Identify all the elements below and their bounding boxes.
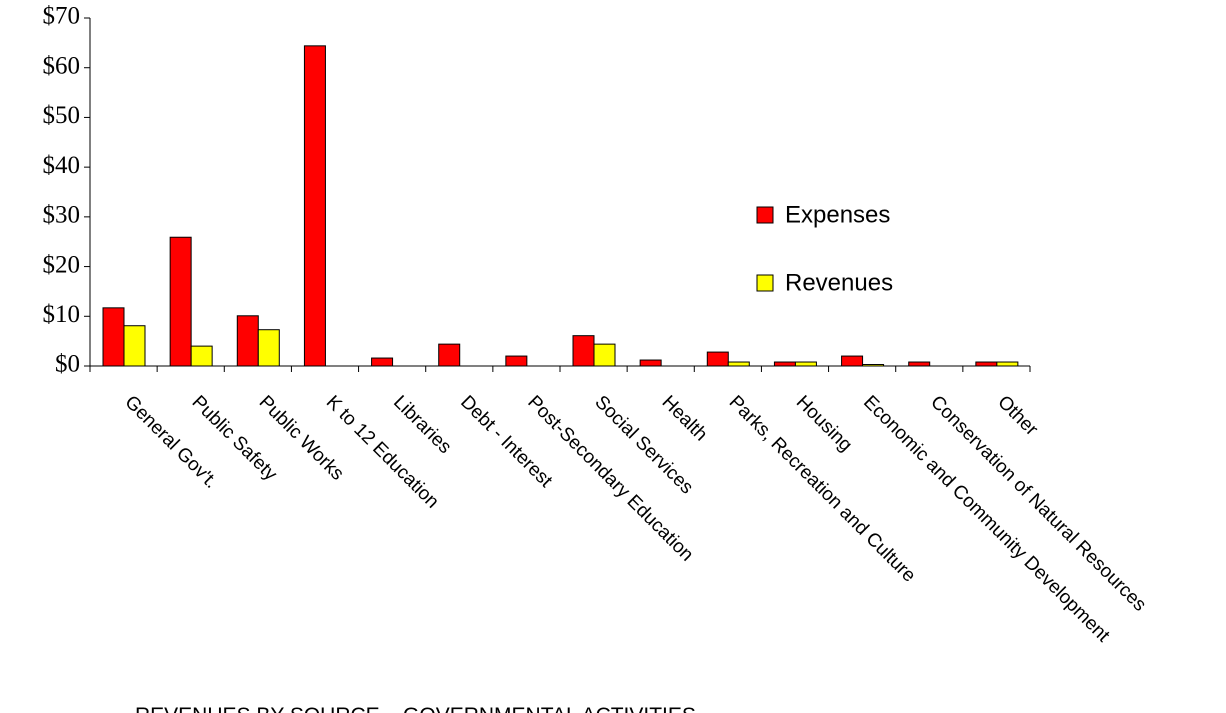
bar xyxy=(841,355,864,367)
x-tick-label: Economic and Community Development xyxy=(859,392,1114,647)
y-tick-label: $30 xyxy=(43,202,81,229)
legend-label: Expenses xyxy=(785,201,890,228)
x-tick-label: Libraries xyxy=(389,392,455,458)
x-tick-label: Housing xyxy=(792,392,856,456)
bar xyxy=(862,364,885,367)
legend-swatch xyxy=(756,274,774,292)
bar xyxy=(505,355,528,367)
bar xyxy=(303,45,326,367)
bar xyxy=(102,307,125,367)
bar xyxy=(236,315,259,367)
bar xyxy=(190,345,213,367)
x-tick-label: K to 12 Education xyxy=(322,392,443,513)
y-tick-label: $50 xyxy=(43,102,81,129)
bar xyxy=(257,329,280,367)
y-tick-label: $40 xyxy=(43,152,81,179)
bar xyxy=(727,361,750,367)
bar xyxy=(975,361,998,367)
y-tick-label: $20 xyxy=(43,251,81,278)
legend-swatch xyxy=(756,206,774,224)
x-tick-label: Health xyxy=(658,392,712,446)
bar xyxy=(908,361,931,367)
bar xyxy=(639,359,662,367)
bar xyxy=(438,343,461,367)
bar xyxy=(572,335,595,367)
bar xyxy=(371,357,394,367)
y-tick-label: $10 xyxy=(43,301,81,328)
bar xyxy=(706,351,729,367)
x-tick-label: Other xyxy=(993,392,1042,441)
bar xyxy=(169,236,192,367)
bar xyxy=(996,361,1019,367)
y-tick-label: $0 xyxy=(55,351,80,378)
bar xyxy=(123,325,146,367)
bar xyxy=(773,361,796,367)
y-tick-label: $60 xyxy=(43,52,81,79)
caption: REVENUES BY SOURCE – GOVERNMENTAL ACTIVI… xyxy=(135,704,696,713)
y-tick-label: $70 xyxy=(43,3,81,30)
bar xyxy=(593,343,616,367)
legend-label: Revenues xyxy=(785,269,893,296)
bar xyxy=(794,361,817,367)
